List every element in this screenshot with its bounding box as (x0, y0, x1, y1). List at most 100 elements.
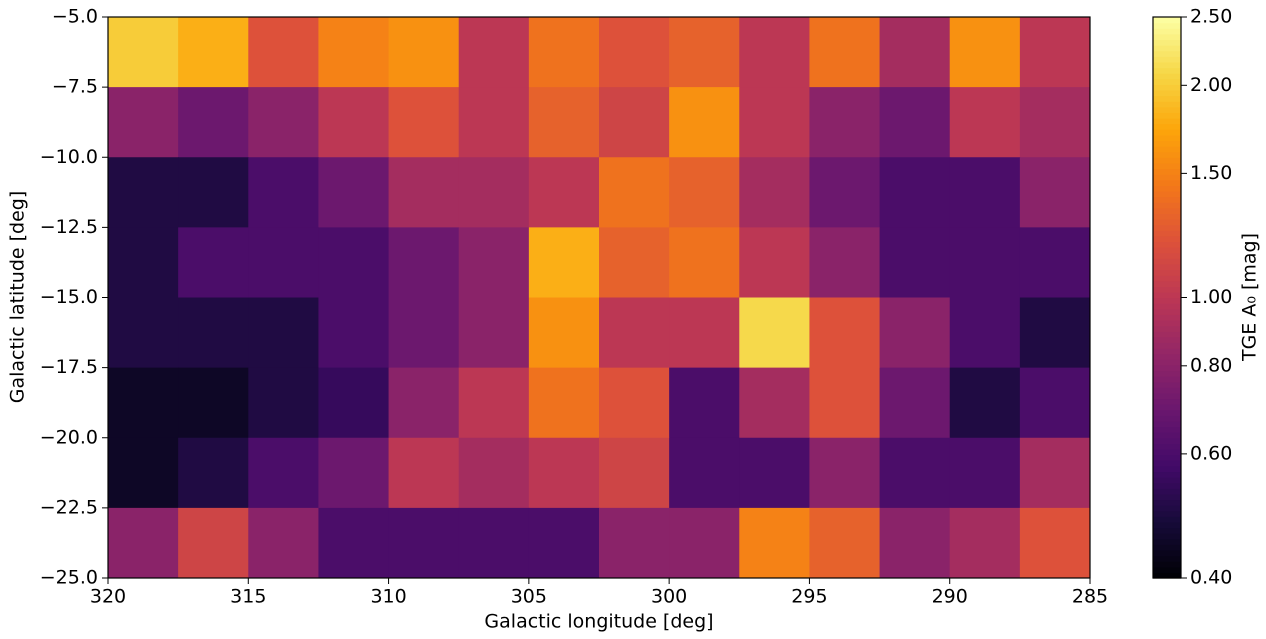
colorbar-swatch (1153, 218, 1181, 226)
heatmap-cell (108, 227, 179, 298)
heatmap-cell (739, 227, 810, 298)
colorbar-swatch (1153, 404, 1181, 411)
heatmap-cell (1019, 437, 1091, 509)
x-tick-label: 305 (511, 586, 547, 608)
colorbar-tick-label: 2.50 (1190, 6, 1232, 28)
heatmap-cell (108, 17, 179, 88)
colorbar-swatch (1153, 224, 1181, 231)
colorbar-swatch (1153, 134, 1181, 142)
heatmap-cell (108, 437, 179, 509)
colorbar-swatch (1153, 162, 1181, 170)
colorbar-swatch (1153, 84, 1181, 91)
y-tick-label: −17.5 (40, 356, 98, 378)
heatmap-cell (528, 157, 600, 228)
heatmap-cell (809, 437, 881, 509)
y-axis-label: Galactic latitude [deg] (7, 191, 29, 404)
colorbar-swatch (1153, 151, 1181, 158)
heatmap-cell (599, 437, 670, 509)
heatmap-cell (388, 157, 460, 228)
heatmap-cell (528, 507, 600, 579)
colorbar-swatch (1153, 117, 1181, 125)
colorbar-swatch (1153, 286, 1181, 293)
colorbar-swatch (1153, 516, 1181, 523)
colorbar-tick-label: 0.40 (1190, 567, 1232, 589)
colorbar-swatch (1153, 95, 1181, 102)
colorbar-swatch (1153, 314, 1181, 321)
colorbar-swatch (1153, 482, 1181, 489)
colorbar-swatch (1153, 168, 1181, 175)
colorbar-tick-label: 0.60 (1190, 442, 1232, 464)
colorbar-swatch (1153, 78, 1181, 85)
colorbar-swatch (1153, 415, 1181, 422)
colorbar-swatch (1153, 269, 1181, 276)
heatmap-cell (178, 17, 249, 88)
heatmap-cell (318, 437, 390, 509)
heatmap-cell (669, 507, 740, 579)
heatmap-cell (388, 367, 460, 439)
colorbar-swatch (1153, 129, 1181, 136)
heatmap-cell (949, 367, 1021, 439)
colorbar-swatch (1153, 247, 1181, 254)
colorbar-swatch (1153, 387, 1181, 394)
colorbar-swatch (1153, 297, 1181, 304)
heatmap-cell (108, 507, 179, 579)
colorbar-swatch (1153, 230, 1181, 237)
colorbar-swatch (1153, 347, 1181, 355)
colorbar-swatch (1153, 465, 1181, 473)
heatmap-cell (248, 17, 319, 88)
heatmap-cell (458, 157, 530, 228)
heatmap-cell (809, 227, 881, 298)
colorbar-swatch (1153, 89, 1181, 97)
heatmap-cell (739, 87, 810, 158)
heatmap-cell (458, 297, 530, 369)
colorbar-swatch (1153, 17, 1181, 24)
colorbar-tick-label: 1.50 (1190, 162, 1232, 184)
heatmap-cell (248, 87, 319, 158)
colorbar-swatch (1153, 454, 1181, 461)
colorbar-tick-label: 0.80 (1190, 354, 1232, 376)
y-tick-label: −22.5 (40, 496, 98, 518)
colorbar-swatch (1153, 235, 1181, 242)
heatmap-cell (809, 297, 881, 369)
heatmap-cell (1019, 297, 1091, 369)
heatmap-cell (178, 437, 249, 509)
colorbar-swatch (1153, 263, 1181, 271)
colorbar-swatch (1153, 291, 1181, 299)
y-tick-label: −5.0 (52, 6, 98, 28)
colorbar-swatch (1153, 179, 1181, 186)
heatmap-cell (528, 297, 600, 369)
colorbar-swatch (1153, 56, 1181, 63)
heatmap-cell (248, 227, 319, 298)
heatmap-cell (739, 367, 810, 439)
heatmap-cell (949, 297, 1021, 369)
heatmap-cell (879, 17, 951, 88)
heatmap-cell (599, 227, 670, 298)
heatmap-cell (879, 437, 951, 509)
colorbar-swatch (1153, 45, 1181, 52)
heatmap-cell (809, 507, 881, 579)
heatmap-cell (879, 227, 951, 298)
heatmap-cell (879, 507, 951, 579)
colorbar-swatch (1153, 359, 1181, 366)
colorbar-swatch (1153, 398, 1181, 405)
heatmap-cell (458, 87, 530, 158)
colorbar-swatch (1153, 252, 1181, 259)
colorbar-swatch (1153, 477, 1181, 484)
x-tick-label: 315 (230, 586, 266, 608)
colorbar-swatch (1153, 353, 1181, 360)
colorbar-swatch (1153, 364, 1181, 372)
colorbar-swatch (1153, 510, 1181, 517)
x-tick-label: 320 (90, 586, 126, 608)
colorbar-swatch (1153, 174, 1181, 181)
heatmap-cell (879, 157, 951, 228)
y-tick-label: −10.0 (40, 146, 98, 168)
heatmap-cell (599, 297, 670, 369)
x-tick-label: 295 (791, 586, 827, 608)
colorbar-swatch (1153, 319, 1181, 327)
colorbar-swatch (1153, 258, 1181, 265)
colorbar-swatch (1153, 471, 1181, 478)
heatmap-cell (599, 367, 670, 439)
colorbar-swatch (1153, 448, 1181, 456)
heatmap-cell (669, 87, 740, 158)
